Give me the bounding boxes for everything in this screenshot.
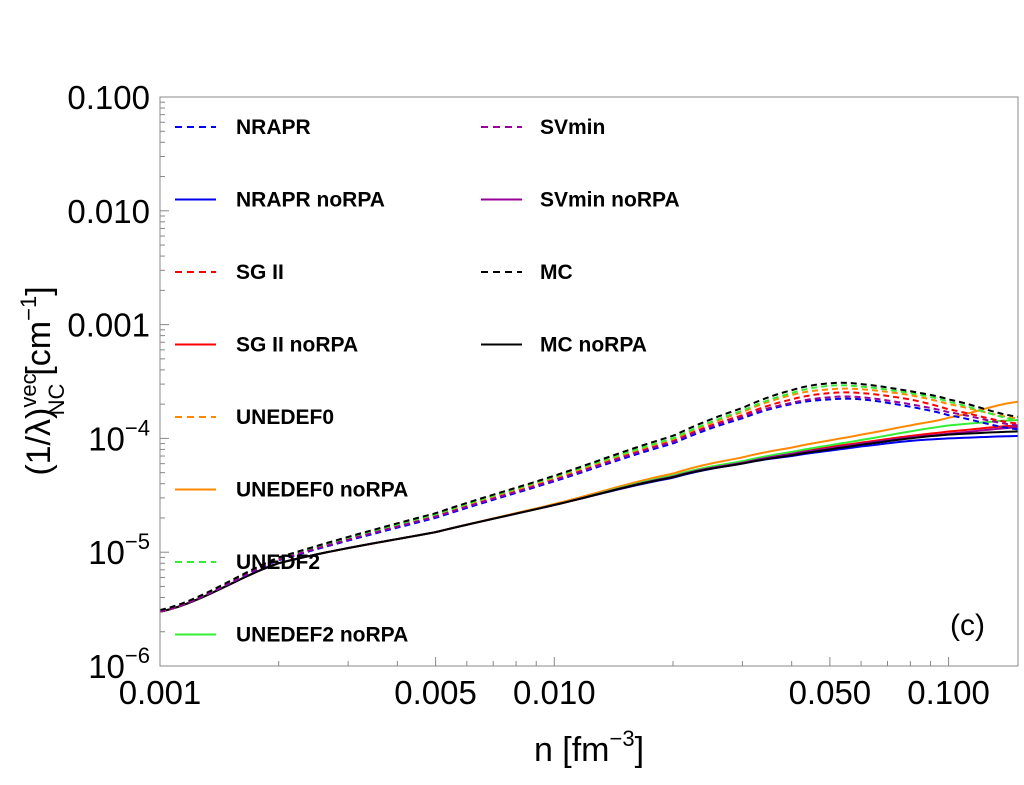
series-line-mc <box>159 381 1019 612</box>
legend-label-unedef0-norpa: UNEDEF0 noRPA <box>236 479 408 502</box>
x-tick-label: 0.050 <box>789 674 872 711</box>
legend-label-unedf2: UNEDF2 <box>236 551 320 574</box>
x-tick-label: 0.001 <box>119 674 202 711</box>
panel-label: (c) <box>950 609 985 642</box>
y-axis-unit-tail: ] <box>20 286 58 295</box>
x-tick-label: 0.010 <box>513 674 596 711</box>
x-axis-label-tail: ] <box>635 731 644 769</box>
y-tick-label: 0.100 <box>67 79 150 116</box>
x-tick-label: 0.005 <box>394 674 477 711</box>
legend-label-unedef2-norpa: UNEDEF2 noRPA <box>236 624 408 647</box>
x-axis-label-main: n [fm <box>534 731 610 769</box>
legend-label-sg-ii-norpa: SG II noRPA <box>236 334 358 357</box>
y-axis-label-subscript: NC <box>44 384 69 416</box>
legend-label-unedef0: UNEDEF0 <box>236 406 334 429</box>
series-line-mc-norpa <box>159 430 1019 613</box>
series-line-svmin <box>159 395 1019 613</box>
legend: NRAPR NRAPR noRPA SG II SG II noRPA UNEDEF0 U… <box>175 116 680 647</box>
x-axis-label: n [fm−3] <box>534 726 644 769</box>
y-tick-label: 10−4 <box>88 415 150 457</box>
legend-label-svmin: SVmin <box>540 116 605 139</box>
y-axis-unit: [cm <box>20 321 58 376</box>
plot-frame <box>159 96 1019 667</box>
legend-label-svmin-norpa: SVmin noRPA <box>540 189 680 212</box>
legend-label-nrapr: NRAPR <box>236 116 311 139</box>
series-line-unedf2 <box>159 384 1019 613</box>
y-axis-label: (1/λ)vec NC [cm−1] <box>16 286 69 475</box>
x-tick-label: 0.100 <box>907 674 990 711</box>
y-axis-unit-superscript: −1 <box>16 296 41 321</box>
legend-label-nrapr-norpa: NRAPR noRPA <box>236 189 385 212</box>
y-tick-label: 0.001 <box>67 307 150 344</box>
y-tick-label: 10−6 <box>88 643 150 685</box>
legend-label-mc: MC <box>540 261 573 284</box>
y-axis-label-superscript: vec <box>16 373 41 407</box>
y-tick-label: 0.010 <box>67 193 150 230</box>
y-axis-label-main: (1/λ) <box>20 408 58 476</box>
legend-label-mc-norpa: MC noRPA <box>540 334 647 357</box>
x-axis-label-superscript: −3 <box>610 726 635 751</box>
legend-label-sg-ii: SG II <box>236 261 284 284</box>
axis-ticks: 0.001 0.005 0.010 0.050 0.100 0.100 0.010 0.001… <box>67 79 989 711</box>
series-curves <box>159 381 1019 613</box>
y-tick-label: 10−5 <box>88 529 150 571</box>
